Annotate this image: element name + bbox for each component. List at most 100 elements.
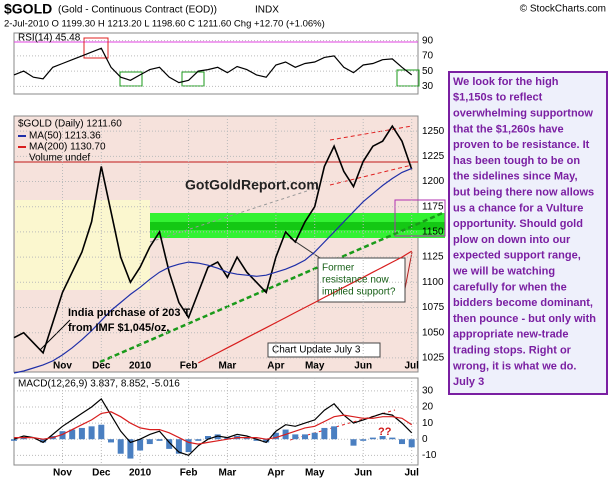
- y-tick-label: 1250: [422, 126, 445, 137]
- histogram-bar: [146, 439, 153, 445]
- histogram-bar: [195, 439, 202, 441]
- sidebar-line: the sidelines since May,: [453, 171, 578, 183]
- rsi-box: [181, 71, 205, 87]
- trend-line: [99, 210, 446, 364]
- x-tick-label: Jun: [354, 361, 372, 372]
- legend-note: Volume undef: [29, 153, 90, 164]
- sidebar-line: We look for the high: [453, 76, 559, 88]
- y-tick-label: 30: [422, 81, 434, 92]
- histogram-bar: [292, 434, 299, 440]
- sidebar-line: carefully for when the: [453, 281, 567, 293]
- x-tick-label: Feb: [180, 361, 198, 372]
- histogram-bar: [137, 439, 144, 451]
- panel-title: RSI(14) 45.48: [18, 33, 81, 44]
- x-tick-label: Jun: [354, 468, 372, 479]
- sidebar-line: opportunity. Should gold: [453, 218, 583, 230]
- series-line: [13, 167, 412, 374]
- sidebar-text: We look for the high $1,150s to reflect ov…: [452, 76, 596, 388]
- channel-line: [329, 164, 413, 186]
- histogram-bar: [408, 439, 415, 448]
- y-tick-label: -10: [422, 450, 437, 461]
- x-tick-label: Mar: [219, 361, 237, 372]
- series-line: [13, 47, 413, 84]
- y-tick-label: 20: [422, 402, 434, 413]
- y-tick-label: 1200: [422, 176, 445, 187]
- histogram-bar: [78, 427, 85, 440]
- histogram-bar: [331, 426, 338, 440]
- focus-box: [394, 199, 446, 237]
- y-tick-label: 1025: [422, 353, 445, 364]
- support-core: [150, 222, 445, 230]
- histogram-bar: [350, 439, 357, 446]
- y-tick-label: 10: [422, 418, 434, 429]
- series-line: [198, 250, 413, 364]
- annotation: GotGoldReport.com: [185, 177, 319, 193]
- annotation: resistance now: [322, 275, 389, 286]
- annotation: from IMF $1,045/oz.: [68, 322, 169, 334]
- sidebar-line: wrong, it is what we do.: [452, 360, 576, 372]
- histogram-bar: [360, 439, 367, 441]
- y-tick-label: 0: [422, 434, 428, 445]
- sidebar-line: then pounce - but only with: [453, 313, 596, 325]
- legend-entry: MA(200) 1130.70: [29, 142, 106, 153]
- histogram-bar: [243, 437, 250, 440]
- y-tick-label: 50: [422, 66, 434, 77]
- x-tick-label: Apr: [267, 468, 284, 479]
- series-line: [13, 124, 413, 355]
- legend-entry: MA(50) 1213.36: [29, 131, 101, 142]
- sidebar-line: plow on down into our: [453, 234, 571, 246]
- sidebar-line: appropriate new-trade: [453, 329, 569, 341]
- histogram-bar: [311, 432, 318, 440]
- histogram-bar: [399, 439, 405, 445]
- histogram-bar: [253, 439, 260, 441]
- sidebar: [448, 71, 608, 395]
- histogram-bar: [117, 439, 124, 454]
- x-tick-label: Jul: [404, 468, 419, 479]
- y-tick-label: 1150: [422, 227, 444, 238]
- description: (Gold - Continuous Contract (EOD)): [58, 5, 217, 16]
- panel-title: MACD(12,26,9) 3.837, 8.852, -5.016: [18, 379, 180, 390]
- x-tick-label: Dec: [92, 361, 111, 372]
- y-tick-label: 1175: [422, 201, 444, 212]
- histogram-bar: [272, 432, 279, 440]
- sidebar-line: us a chance for a Vulture: [453, 202, 583, 214]
- sidebar-line: we will be watching: [452, 266, 555, 278]
- annotation: Chart Update July 3: [272, 345, 361, 356]
- x-tick-label: Dec: [92, 468, 111, 479]
- histogram-bar: [127, 439, 134, 459]
- histogram-bar: [263, 439, 270, 443]
- histogram-bar: [321, 427, 328, 440]
- panel-title: $GOLD (Daily) 1211.60: [18, 119, 122, 130]
- histogram-bar: [88, 426, 95, 440]
- histogram-bar: [11, 439, 17, 441]
- y-tick-label: 1100: [422, 277, 444, 288]
- copyright: © StockCharts.com: [520, 4, 606, 15]
- rsi-panel: [13, 32, 419, 95]
- resistance-trend: [149, 189, 311, 243]
- x-tick-label: Mar: [219, 468, 237, 479]
- histogram-bar: [224, 437, 231, 440]
- histogram-bar: [59, 431, 66, 440]
- histogram-bar: [20, 437, 27, 440]
- histogram-bar: [379, 436, 386, 440]
- symbol: $GOLD: [4, 1, 52, 17]
- annotation: Former: [322, 263, 355, 274]
- y-tick-label: 90: [422, 35, 434, 46]
- sidebar-line: July 3: [453, 376, 484, 388]
- y-tick-label: 1050: [422, 327, 445, 338]
- histogram-bar: [175, 439, 182, 454]
- sidebar-line: has been tough to be on: [453, 155, 580, 167]
- x-tick-label: Nov: [53, 361, 72, 372]
- histogram-bar: [205, 436, 211, 440]
- sidebar-line: that the $1,260s have: [453, 123, 564, 135]
- histogram-bar: [156, 439, 163, 441]
- sidebar-line: proven to be resistance. It: [453, 139, 590, 151]
- y-tick-label: 1225: [422, 151, 445, 162]
- note-box: [317, 257, 406, 303]
- sidebar-line: bidders become dominant,: [453, 297, 593, 309]
- annotation: implied support?: [322, 287, 396, 298]
- histogram-bar: [214, 434, 221, 440]
- histogram-bar: [108, 439, 114, 443]
- x-tick-label: Apr: [267, 361, 284, 372]
- histogram-bar: [302, 434, 308, 440]
